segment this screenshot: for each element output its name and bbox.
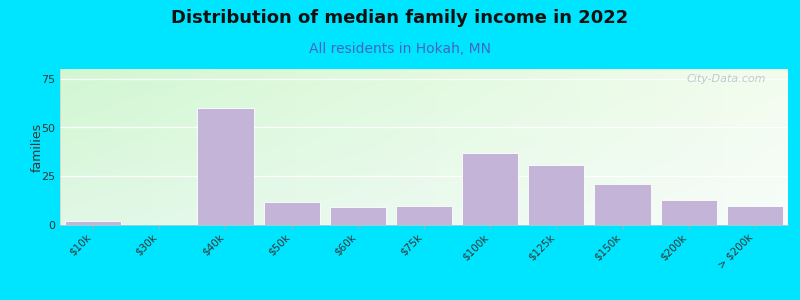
Text: City-Data.com: City-Data.com [686, 74, 766, 84]
Text: All residents in Hokah, MN: All residents in Hokah, MN [309, 42, 491, 56]
Bar [661, 200, 717, 225]
Bar [594, 184, 650, 225]
Bar [396, 206, 452, 225]
Text: Distribution of median family income in 2022: Distribution of median family income in … [171, 9, 629, 27]
Bar [726, 206, 783, 225]
Bar [65, 221, 122, 225]
Bar [198, 108, 254, 225]
Y-axis label: families: families [30, 122, 43, 172]
Bar [330, 208, 386, 225]
Bar [462, 153, 518, 225]
Bar [528, 164, 585, 225]
Bar [263, 202, 320, 225]
